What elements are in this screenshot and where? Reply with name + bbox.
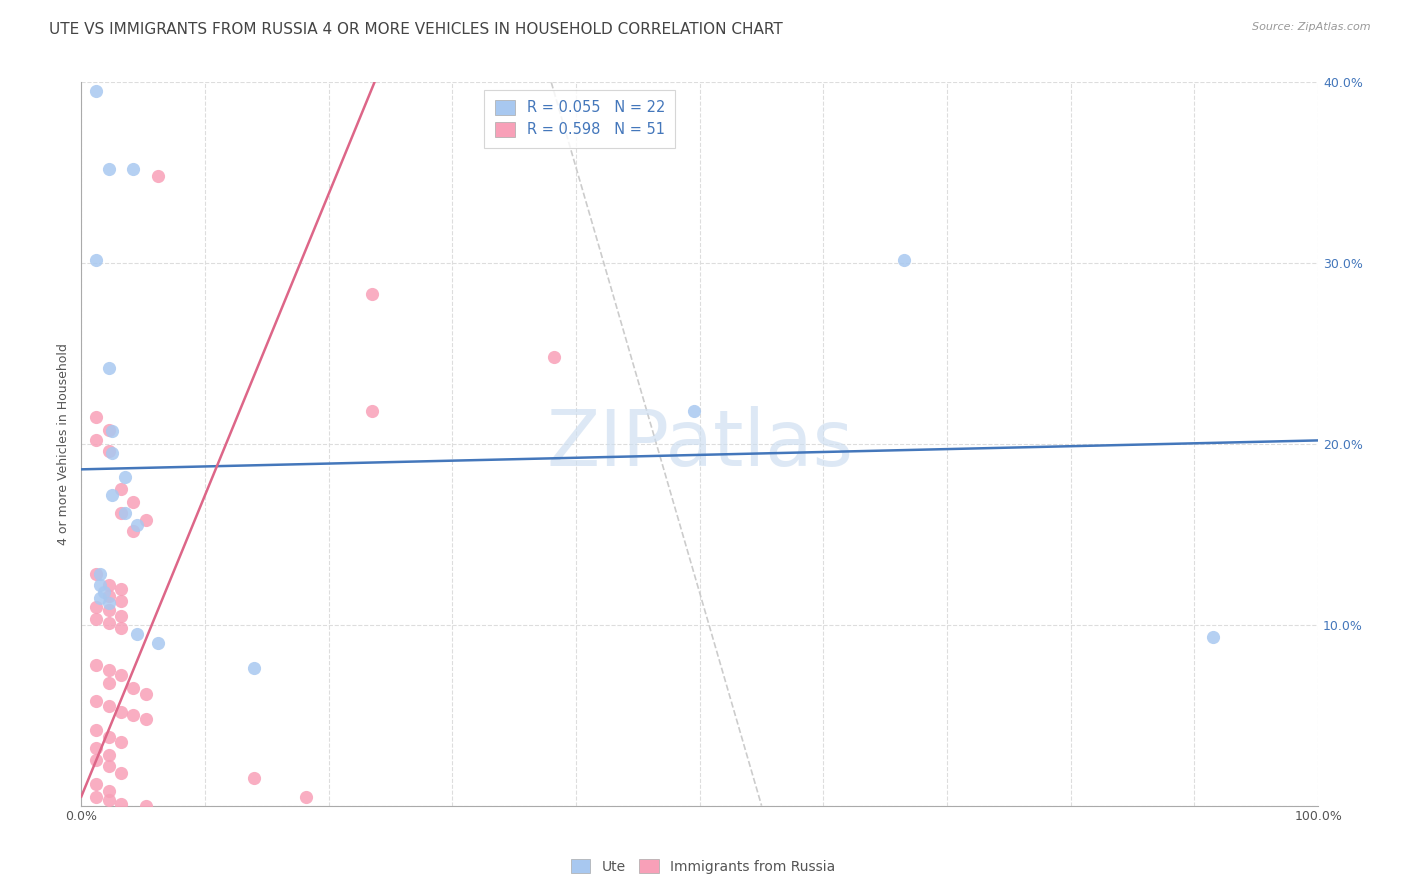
Point — [122, 495, 145, 509]
Point — [146, 169, 169, 184]
Point — [84, 409, 107, 424]
Point — [97, 730, 120, 744]
Point — [110, 582, 132, 596]
Point — [114, 506, 136, 520]
Point — [101, 488, 124, 502]
Point — [110, 608, 132, 623]
Point — [110, 797, 132, 811]
Point — [243, 772, 266, 786]
Point — [97, 578, 120, 592]
Point — [97, 615, 120, 630]
Point — [682, 404, 704, 418]
Point — [97, 699, 120, 714]
Point — [84, 753, 107, 767]
Point — [89, 591, 111, 605]
Point — [97, 423, 120, 437]
Point — [110, 705, 132, 719]
Point — [89, 578, 111, 592]
Point — [97, 759, 120, 773]
Point — [110, 622, 132, 636]
Point — [97, 793, 120, 807]
Point — [97, 361, 120, 376]
Point — [135, 712, 157, 726]
Point — [84, 789, 107, 804]
Point — [135, 686, 157, 700]
Point — [101, 446, 124, 460]
Point — [1202, 631, 1225, 645]
Point — [97, 603, 120, 617]
Point — [89, 567, 111, 582]
Point — [97, 444, 120, 458]
Point — [110, 482, 132, 496]
Point — [125, 518, 148, 533]
Point — [84, 777, 107, 791]
Point — [97, 589, 120, 603]
Point — [110, 506, 132, 520]
Point — [361, 404, 384, 418]
Text: ZIPatlas: ZIPatlas — [546, 406, 853, 482]
Point — [146, 636, 169, 650]
Point — [84, 85, 107, 99]
Point — [84, 252, 107, 267]
Point — [84, 740, 107, 755]
Point — [114, 469, 136, 483]
Point — [543, 351, 565, 365]
Point — [243, 661, 266, 675]
Point — [84, 612, 107, 626]
Point — [122, 524, 145, 538]
Point — [122, 708, 145, 723]
Point — [84, 567, 107, 582]
Text: Source: ZipAtlas.com: Source: ZipAtlas.com — [1253, 22, 1371, 32]
Legend: Ute, Immigrants from Russia: Ute, Immigrants from Russia — [564, 852, 842, 880]
Point — [893, 252, 915, 267]
Point — [84, 657, 107, 672]
Point — [97, 675, 120, 690]
Point — [110, 766, 132, 780]
Text: UTE VS IMMIGRANTS FROM RUSSIA 4 OR MORE VEHICLES IN HOUSEHOLD CORRELATION CHART: UTE VS IMMIGRANTS FROM RUSSIA 4 OR MORE … — [49, 22, 783, 37]
Point — [97, 162, 120, 177]
Point — [93, 585, 115, 599]
Point — [110, 668, 132, 682]
Point — [97, 747, 120, 762]
Y-axis label: 4 or more Vehicles in Household: 4 or more Vehicles in Household — [58, 343, 70, 545]
Point — [361, 287, 384, 301]
Point — [295, 789, 318, 804]
Point — [84, 599, 107, 614]
Point — [110, 735, 132, 749]
Point — [110, 594, 132, 608]
Point — [97, 663, 120, 677]
Point — [135, 513, 157, 527]
Point — [125, 627, 148, 641]
Point — [97, 784, 120, 798]
Point — [97, 596, 120, 610]
Point — [101, 425, 124, 439]
Point — [122, 681, 145, 695]
Point — [122, 162, 145, 177]
Point — [84, 694, 107, 708]
Point — [135, 798, 157, 813]
Legend: R = 0.055   N = 22, R = 0.598   N = 51: R = 0.055 N = 22, R = 0.598 N = 51 — [485, 90, 675, 147]
Point — [84, 434, 107, 448]
Point — [84, 723, 107, 737]
